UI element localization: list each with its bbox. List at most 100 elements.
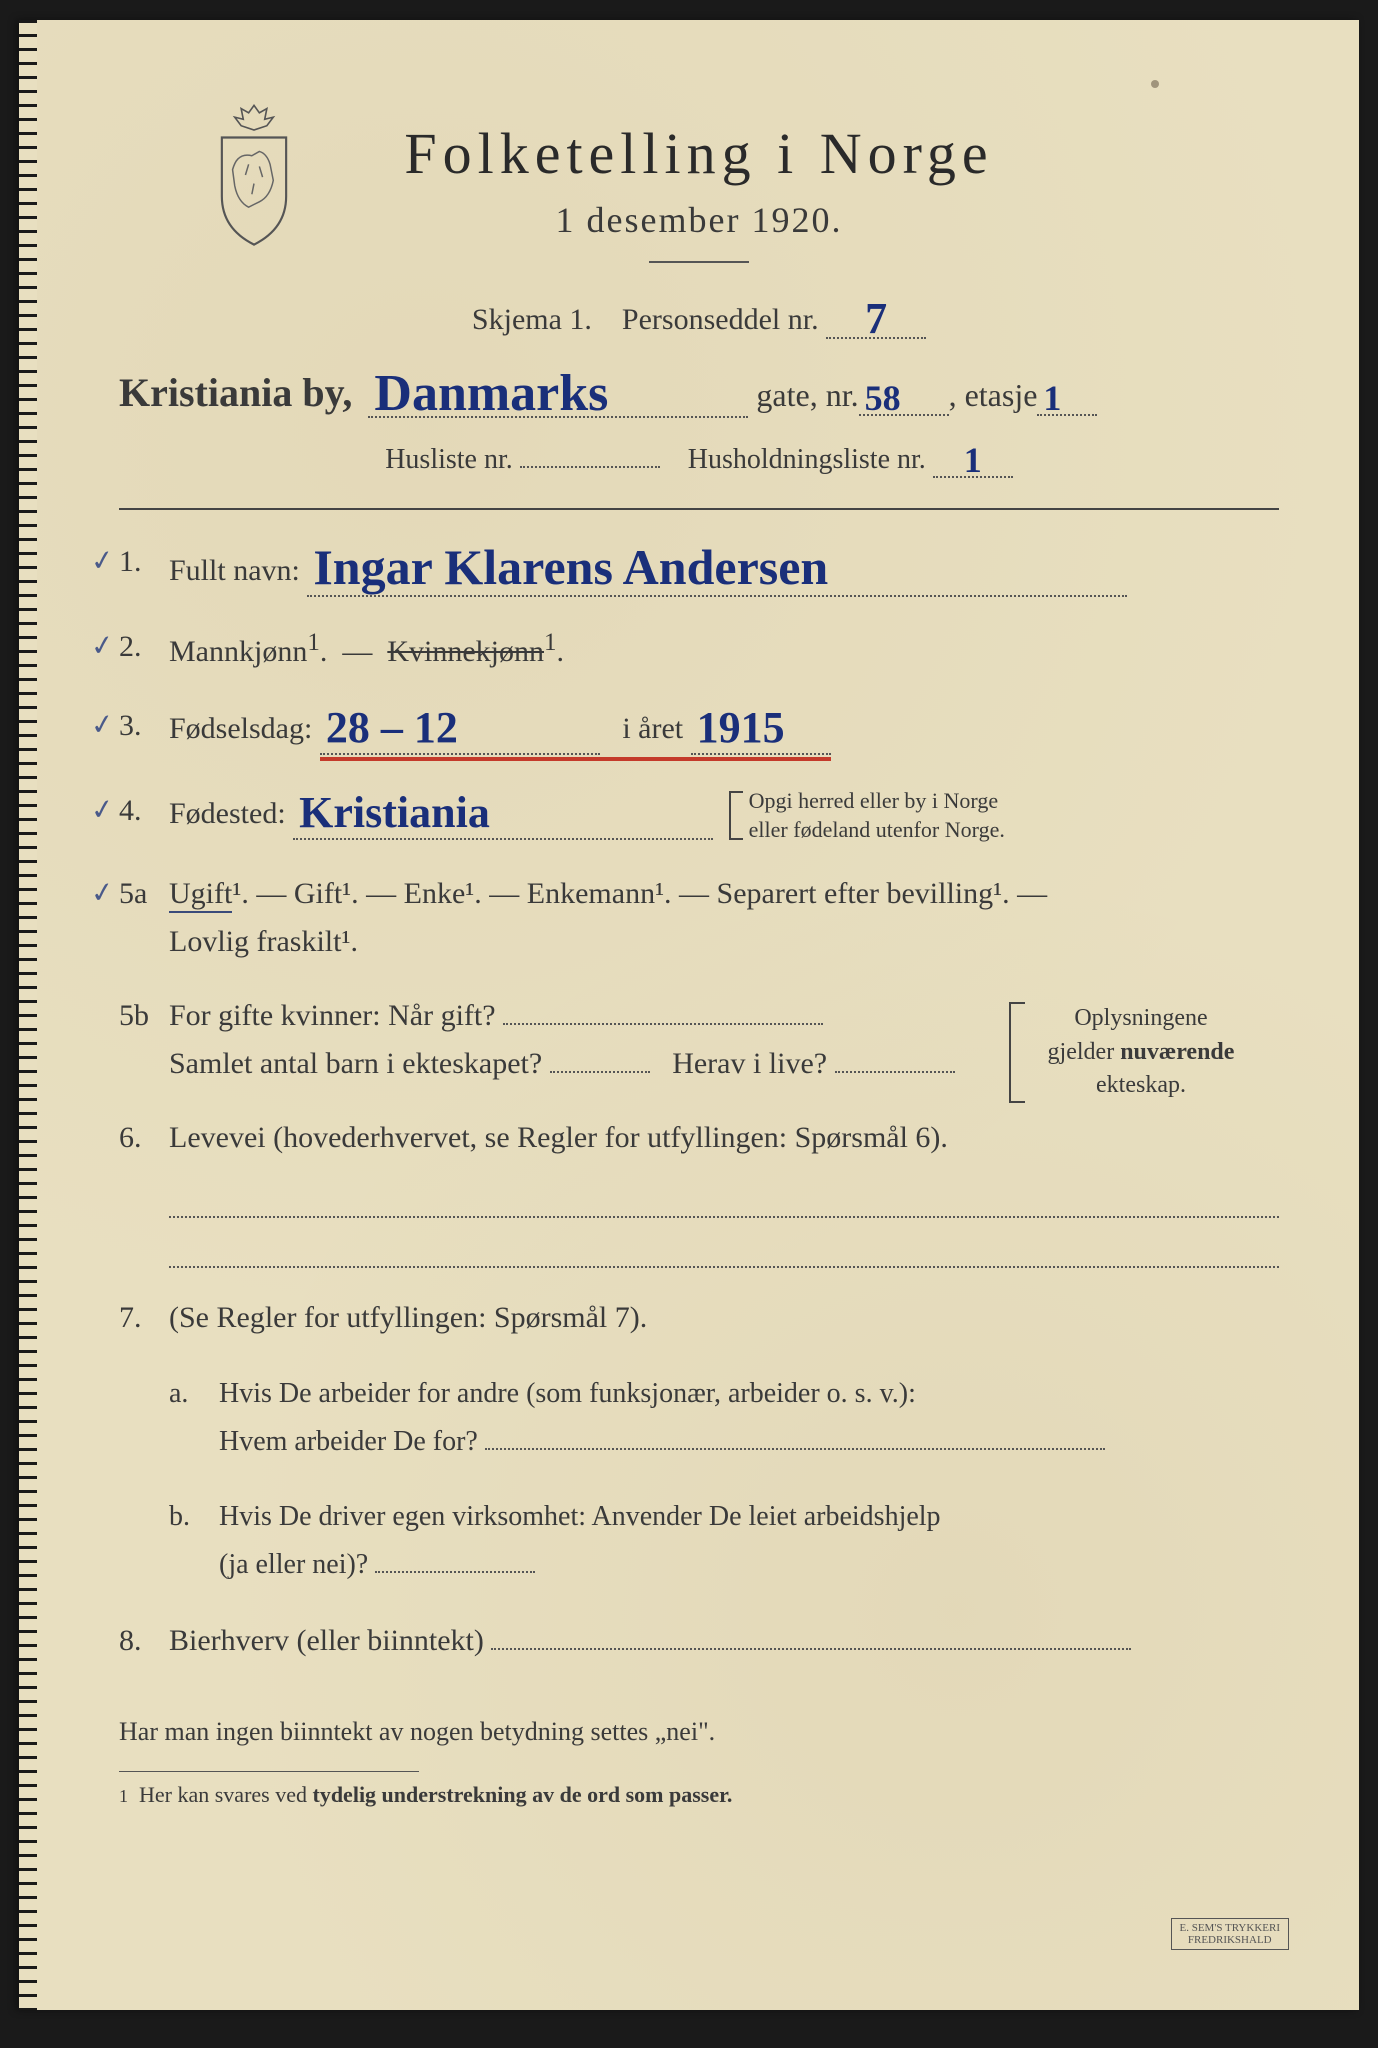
q3-num: 3.: [119, 702, 161, 750]
q6-field-2: [169, 1238, 1279, 1268]
q2-row: ✓ 2. Mannkjønn1. — Kvinnekjønn1.: [119, 623, 1279, 676]
husliste-label: Husliste nr.: [385, 444, 513, 475]
printer-stamp: E. SEM'S TRYKKERI FREDRIKSHALD: [1171, 1918, 1290, 1950]
q5b-aside: Oplysningene gjelder nuværende ekteskap.: [1009, 1002, 1249, 1103]
q4-label: Fødested:: [169, 797, 286, 830]
q7a-l2: Hvem arbeider De for?: [219, 1426, 478, 1457]
stamp-l1: E. SEM'S TRYKKERI: [1180, 1922, 1281, 1934]
foot-note: Har man ingen biinntekt av nogen betydni…: [119, 1717, 1279, 1747]
form-header: Folketelling i Norge 1 desember 1920.: [119, 120, 1279, 263]
address-line: Kristiania by, Danmarks gate, nr. 58 , e…: [119, 364, 1279, 418]
q5b-aside-l1: Oplysningene: [1074, 1005, 1207, 1031]
q3-redline: 28 – 12 i året 1915: [320, 702, 831, 761]
q7b-l1: Hvis De driver egen virksomhet: Anvender…: [219, 1501, 941, 1532]
etasje-value: 1: [1043, 378, 1061, 418]
q5b-barn-field: [550, 1071, 650, 1073]
q4-aside: Opgi herred eller by i Norge eller fødel…: [729, 787, 1005, 844]
q7a-l1: Hvis De arbeider for andre (som funksjon…: [219, 1378, 916, 1409]
q2-kvinne: Kvinnekjønn: [387, 635, 544, 668]
fn-num: 1: [119, 1786, 128, 1806]
q2-num: 2.: [119, 623, 161, 671]
personseddel-field: 7: [826, 293, 926, 339]
q7a-label: a.: [169, 1370, 188, 1418]
checkmark-icon: ✓: [88, 788, 117, 836]
q5b-num: 5b: [119, 992, 161, 1040]
q5a-row: ✓ 5a Ugift¹. — Gift¹. — Enke¹. — Enkeman…: [119, 870, 1279, 966]
q7a-field: [485, 1448, 1105, 1450]
footnote-divider: [119, 1771, 419, 1772]
q1-value: Ingar Klarens Andersen: [313, 539, 828, 595]
q5b-row: 5b For gifte kvinner: Når gift? Samlet a…: [119, 992, 1279, 1088]
q7b-field: [375, 1571, 535, 1573]
husholdning-field: 1: [933, 438, 1013, 478]
q8-label: Bierhverv (eller biinntekt): [169, 1624, 484, 1657]
city-label: Kristiania by,: [119, 369, 352, 416]
list-numbers-line: Husliste nr. Husholdningsliste nr. 1: [119, 438, 1279, 478]
q4-aside-l1: Opgi herred eller by i Norge: [749, 788, 998, 813]
checkmark-icon: ✓: [88, 539, 117, 587]
q5b-l2a: Samlet antal barn i ekteskapet?: [169, 1047, 542, 1080]
section-divider: [119, 508, 1279, 510]
q4-row: ✓ 4. Fødested: Kristiania Opgi herred el…: [119, 787, 1279, 844]
q6-field-1: [169, 1188, 1279, 1218]
q3-daymonth: 28 – 12: [326, 703, 458, 752]
q4-aside-l2: eller fødeland utenfor Norge.: [749, 817, 1005, 842]
gate-value: Danmarks: [374, 365, 608, 422]
q7b-l2: (ja eller nei)?: [219, 1549, 368, 1580]
etasje-field: 1: [1037, 376, 1097, 416]
personseddel-value: 7: [865, 294, 887, 343]
census-form-page: Folketelling i Norge 1 desember 1920. Sk…: [19, 20, 1359, 2010]
stamp-l2: FREDRIKSHALD: [1188, 1934, 1272, 1946]
q5a-num: 5a: [119, 870, 161, 918]
etasje-label: , etasje: [949, 377, 1038, 414]
personseddel-label: Personseddel nr.: [622, 303, 819, 336]
q6-num: 6.: [119, 1114, 161, 1162]
q5a-opts2: Lovlig fraskilt¹.: [169, 925, 358, 958]
q1-num: 1.: [119, 538, 161, 586]
q3-year: 1915: [697, 703, 785, 752]
q4-value: Kristiania: [299, 788, 490, 837]
q5b-l1a: For gifte kvinner: Når gift?: [169, 999, 496, 1032]
q4-num: 4.: [119, 787, 161, 835]
skjema-line: Skjema 1. Personseddel nr. 7: [119, 293, 1279, 339]
q7-intro: (Se Regler for utfyllingen: Spørsmål 7).: [169, 1301, 647, 1334]
q2-mann: Mannkjønn: [169, 635, 307, 668]
q6-text: Levevei (hovederhvervet, se Regler for u…: [169, 1121, 948, 1154]
q7b-row: b. Hvis De driver egen virksomhet: Anven…: [119, 1493, 1279, 1588]
q3-daymonth-field: 28 – 12: [320, 702, 600, 755]
nr-label: nr.: [826, 377, 859, 414]
q1-row: ✓ 1. Fullt navn: Ingar Klarens Andersen: [119, 538, 1279, 597]
q5b-l2b: Herav i live?: [672, 1047, 827, 1080]
q8-num: 8.: [119, 1617, 161, 1665]
q2-sup1: 1: [307, 629, 320, 656]
q5b-aside-l3: ekteskap.: [1096, 1072, 1186, 1098]
q3-label: Fødselsdag:: [169, 712, 312, 745]
q8-field: [491, 1648, 1131, 1650]
q4-field: Kristiania: [293, 787, 713, 840]
checkmark-icon: ✓: [88, 871, 117, 919]
q3-year-label: i året: [622, 712, 683, 745]
checkmark-icon: ✓: [88, 703, 117, 751]
skjema-label: Skjema 1.: [472, 303, 592, 336]
q7-row: 7. (Se Regler for utfyllingen: Spørsmål …: [119, 1294, 1279, 1342]
q1-field: Ingar Klarens Andersen: [307, 538, 1127, 597]
checkmark-icon: ✓: [88, 624, 117, 672]
q3-row: ✓ 3. Fødselsdag: 28 – 12 i året 1915: [119, 702, 1279, 761]
q1-label: Fullt navn:: [169, 554, 300, 587]
nr-field: 58: [859, 376, 949, 416]
q7-num: 7.: [119, 1294, 161, 1342]
q6-row: 6. Levevei (hovederhvervet, se Regler fo…: [119, 1114, 1279, 1162]
husholdning-value: 1: [964, 440, 982, 480]
husholdning-label: Husholdningsliste nr.: [688, 444, 926, 475]
q3-year-field: 1915: [691, 702, 831, 755]
husliste-field: [520, 466, 660, 468]
q7b-label: b.: [169, 1493, 190, 1541]
gate-label: gate,: [756, 377, 817, 414]
q5b-gift-field: [503, 1023, 823, 1025]
q5b-live-field: [835, 1071, 955, 1073]
footnote-block: Har man ingen biinntekt av nogen betydni…: [119, 1705, 1279, 1808]
q2-sup2: 1: [544, 629, 557, 656]
q7a-row: a. Hvis De arbeider for andre (som funks…: [119, 1370, 1279, 1465]
coat-of-arms-icon: [199, 100, 309, 250]
q8-row: 8. Bierhverv (eller biinntekt): [119, 1617, 1279, 1665]
